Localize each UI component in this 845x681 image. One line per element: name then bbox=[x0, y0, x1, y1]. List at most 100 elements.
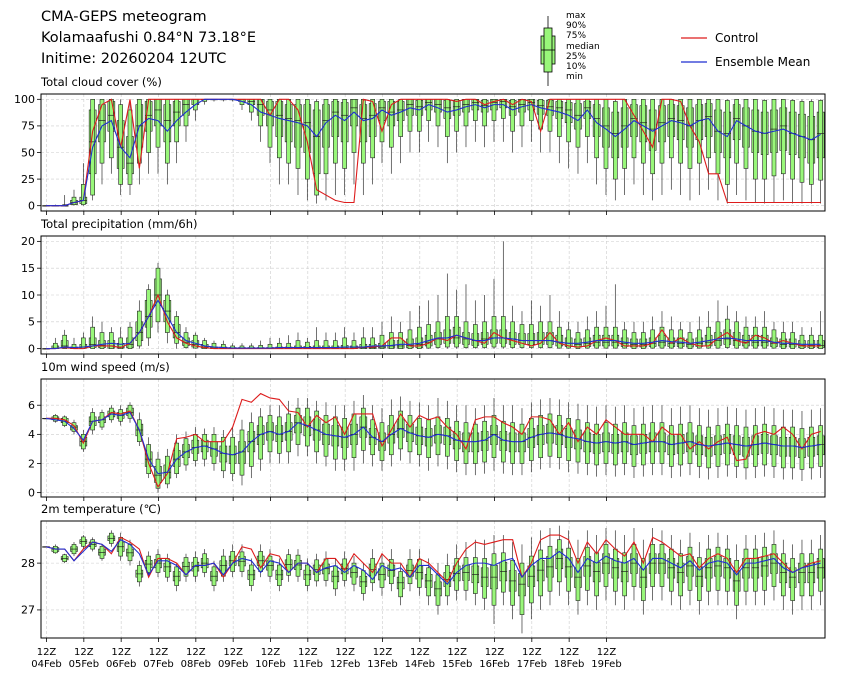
box-p10-p90 bbox=[333, 99, 338, 164]
box-56 bbox=[564, 530, 573, 606]
box-p10-p90 bbox=[725, 100, 730, 185]
box-61 bbox=[611, 530, 620, 606]
box-4 bbox=[79, 429, 88, 452]
box-10 bbox=[135, 560, 144, 587]
box-21 bbox=[238, 544, 246, 578]
box-p10-p90 bbox=[426, 324, 431, 349]
box-39 bbox=[406, 549, 414, 592]
box-p10-p90 bbox=[743, 426, 749, 469]
panel-frame bbox=[40, 378, 826, 498]
box-50 bbox=[508, 405, 517, 476]
box-16 bbox=[191, 551, 200, 582]
box-52 bbox=[527, 300, 536, 349]
box-41 bbox=[424, 558, 433, 606]
ytick-label: 27 bbox=[21, 604, 35, 617]
box-p10-p90 bbox=[389, 415, 394, 456]
box-14 bbox=[172, 311, 181, 349]
box-p10-p90 bbox=[491, 553, 497, 606]
box-p10-p90 bbox=[127, 109, 133, 185]
box-79 bbox=[779, 409, 788, 480]
box-59 bbox=[592, 535, 601, 610]
box-57 bbox=[574, 99, 582, 174]
box-73 bbox=[723, 99, 732, 204]
box-58 bbox=[583, 316, 592, 349]
box-40 bbox=[415, 549, 424, 596]
box-77 bbox=[760, 99, 769, 204]
box-p10-p90 bbox=[417, 326, 422, 349]
ytick-label: 20 bbox=[21, 235, 35, 248]
box-58 bbox=[583, 99, 592, 164]
box-76 bbox=[751, 535, 760, 606]
box-p10-p90 bbox=[631, 544, 637, 587]
box-53 bbox=[536, 305, 545, 349]
box-p10-p90 bbox=[239, 551, 245, 572]
panel-title: Total cloud cover (%) bbox=[40, 75, 162, 89]
box-p10-p90 bbox=[118, 337, 123, 349]
box-11 bbox=[144, 551, 153, 578]
box-31 bbox=[331, 99, 340, 196]
box-p10-p90 bbox=[342, 99, 347, 169]
ytick-label: 0 bbox=[28, 342, 35, 355]
ytick-label: 0 bbox=[28, 199, 35, 212]
box-14 bbox=[172, 99, 181, 164]
legend-label-median: median bbox=[566, 41, 600, 52]
box-6 bbox=[98, 544, 106, 561]
box-55 bbox=[555, 99, 564, 164]
box-26 bbox=[284, 335, 293, 349]
panel-2: 10m wind speed (m/s) 0 2 4 6 bbox=[28, 360, 826, 501]
box-p10-p90 bbox=[510, 321, 515, 348]
box-27 bbox=[294, 397, 302, 457]
box-p10-p90 bbox=[547, 545, 553, 592]
box-67 bbox=[667, 535, 676, 606]
box-p10-p90 bbox=[734, 560, 739, 606]
ytick-label: 2 bbox=[28, 457, 35, 470]
box-p10-p90 bbox=[706, 326, 711, 349]
box-83 bbox=[816, 311, 825, 349]
box-p10-p90 bbox=[267, 99, 273, 148]
box-p10-p90 bbox=[323, 415, 329, 457]
box-59 bbox=[592, 406, 601, 477]
box-p10-p90 bbox=[566, 547, 571, 592]
box-p10-p90 bbox=[538, 99, 543, 130]
box-77 bbox=[760, 406, 769, 477]
box-p10-p90 bbox=[482, 420, 487, 463]
xtick-date: 18Feb bbox=[554, 659, 584, 670]
box-p10-p90 bbox=[678, 423, 683, 466]
box-p10-p90 bbox=[603, 99, 609, 169]
box-60 bbox=[602, 305, 610, 349]
box-p10-p90 bbox=[519, 99, 525, 127]
box-p10-p90 bbox=[473, 324, 478, 348]
box-p10-p90 bbox=[818, 334, 823, 349]
box-p10-p90 bbox=[613, 101, 618, 180]
box-78 bbox=[770, 408, 778, 479]
box-p10-p90 bbox=[557, 99, 562, 137]
box-p10-p90 bbox=[725, 423, 730, 466]
box-68 bbox=[676, 99, 685, 196]
box-p10-p90 bbox=[790, 426, 795, 469]
box-p10-p90 bbox=[557, 326, 562, 349]
box-18 bbox=[210, 560, 218, 592]
box-p10-p90 bbox=[641, 558, 646, 601]
box-81 bbox=[798, 539, 806, 610]
xtick-date: 13Feb bbox=[367, 659, 397, 670]
box-42 bbox=[434, 295, 442, 349]
box-p10-p90 bbox=[631, 425, 637, 467]
box-64 bbox=[639, 99, 648, 196]
box-p10-p90 bbox=[230, 436, 235, 474]
box-p10-p90 bbox=[743, 548, 749, 592]
box-20 bbox=[228, 544, 237, 578]
box-43 bbox=[443, 273, 452, 349]
box-p10-p90 bbox=[99, 332, 105, 349]
box-30 bbox=[322, 332, 330, 349]
box-15 bbox=[182, 553, 190, 582]
box-70 bbox=[695, 542, 704, 615]
box-32 bbox=[340, 99, 349, 196]
box-p10-p90 bbox=[697, 425, 702, 467]
box-76 bbox=[751, 99, 760, 203]
box-p10-p90 bbox=[510, 99, 515, 132]
box-p10-p90 bbox=[594, 552, 599, 597]
box-57 bbox=[574, 539, 582, 615]
box-78 bbox=[770, 530, 778, 601]
box-p10-p90 bbox=[62, 334, 67, 349]
box-p10-p90 bbox=[753, 99, 758, 180]
